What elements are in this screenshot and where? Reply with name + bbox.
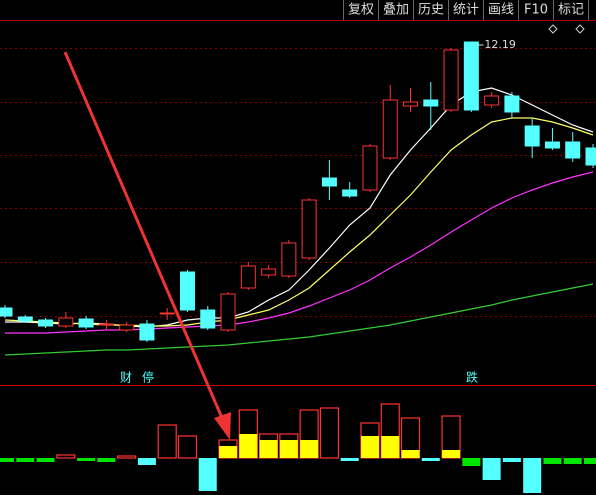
indicator-fill [239,434,258,458]
candle-body [524,125,540,147]
candle-body [139,323,155,341]
candle-body [58,317,74,327]
candle-body [342,189,358,197]
ma-line [5,171,594,334]
indicator-fill [300,440,319,458]
toolbar-label[interactable]: F10 [524,3,548,18]
candle-body [463,41,479,111]
diamond-icon [548,24,558,34]
toolbar-label[interactable]: 标记 [558,3,584,18]
toolbar-button[interactable]: 叠加 [378,0,410,20]
indicator-bar [137,458,156,465]
indicator-bar [543,458,562,464]
annotation: 停 [142,370,154,385]
indicator-bar [97,458,116,462]
candle-body [0,307,13,317]
indicator-bar [157,424,177,459]
indicator-bar [56,454,76,459]
indicator-bar [0,458,14,462]
toolbar-button[interactable]: 标记 [553,0,585,20]
annotation: 财 [120,371,132,385]
indicator-fill [360,436,379,458]
candle-body [423,99,439,107]
candle-body [484,95,500,106]
candle-body [200,309,216,329]
toolbar-label[interactable]: 叠加 [383,3,409,18]
indicator-bar [421,458,440,461]
candle-body [382,99,398,159]
indicator-bar [117,455,137,459]
candle-body [17,316,33,322]
indicator-bar [198,458,217,491]
indicator-bar [462,458,481,466]
candle-body [240,265,256,289]
ma-line [4,283,594,356]
indicator-fill [279,440,298,458]
candle-body [403,101,419,107]
toolbar-button[interactable]: + [588,0,596,20]
candle-body [321,177,337,187]
candle-body [585,147,596,166]
diamond-icon [575,24,585,34]
price-pane: 12.19 财停 跌 [0,38,596,385]
indicator-bar [502,458,521,462]
indicator-bar [319,407,340,459]
candle-body [362,145,378,191]
indicator-bar [77,458,96,461]
annotation: 跌 [466,370,478,385]
toolbar-label[interactable]: 历史 [418,3,444,18]
candle-body [301,199,317,259]
candle-body [78,318,94,328]
indicator-bar [482,458,501,480]
indicator-bar [523,458,542,493]
candle-body [179,271,195,311]
candle-body [281,242,297,277]
indicator-bar [16,458,35,462]
indicator-bar [584,458,596,464]
indicator-pane [0,403,596,493]
candle-body [261,268,277,276]
indicator-bar [177,435,198,459]
candle-body [119,324,135,331]
indicator-fill [442,450,461,458]
candle-body [443,49,459,111]
candle-body [220,293,236,331]
indicator-fill [259,440,278,458]
candle-body [38,319,54,327]
toolbar-button[interactable]: 画线 [483,0,515,20]
arrow-head [214,412,231,440]
toolbar-label[interactable]: 复权 [348,2,374,18]
candle-body [544,141,560,149]
indicator-bar [36,458,55,462]
candle-body [98,323,114,326]
toolbar-label[interactable]: 统计 [453,3,479,18]
arrow-line [63,51,224,419]
indicator-bar [340,458,359,461]
arrow-annotation [63,51,231,440]
candle-body [159,312,175,315]
toolbar-button[interactable]: 历史 [413,0,445,20]
toolbar-button[interactable]: 复权 [343,0,375,20]
candle-body [504,95,520,113]
indicator-fill [401,450,420,458]
toolbar-button[interactable]: F10 [518,0,549,20]
max-label: 12.19 [484,38,516,51]
indicator-fill [219,446,238,458]
candle-body [565,141,581,159]
toolbar-label[interactable]: 画线 [488,3,514,18]
indicator-bar [563,458,582,464]
indicator-fill [381,436,400,458]
toolbar-button[interactable]: 统计 [448,0,480,20]
